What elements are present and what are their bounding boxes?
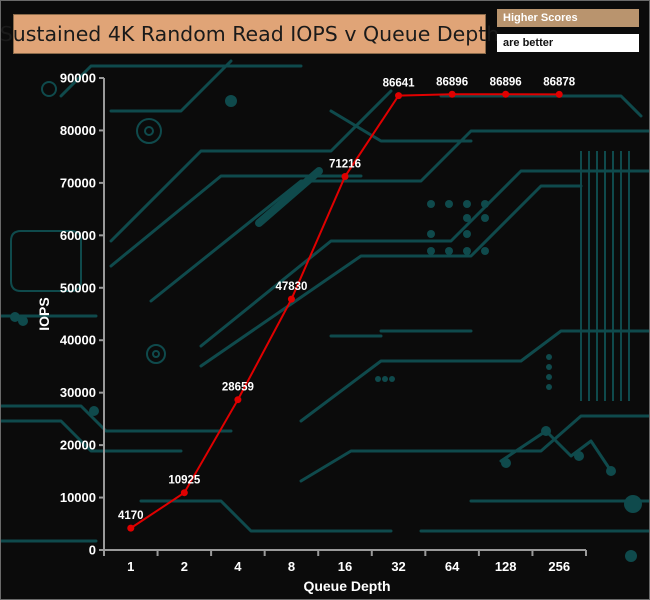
data-point (395, 92, 403, 100)
x-tick-label: 128 (495, 559, 517, 574)
data-label: 28659 (222, 382, 254, 394)
x-tick-label: 2 (181, 559, 188, 574)
data-point (127, 524, 135, 532)
x-tick-label: 4 (234, 559, 242, 574)
y-tick-label: 70000 (60, 175, 96, 190)
data-point (341, 173, 349, 181)
x-tick-label: 256 (548, 559, 570, 574)
y-tick-label: 60000 (60, 228, 96, 243)
y-tick-label: 90000 (60, 71, 96, 86)
y-axis: 0 10000 20000 30000 40000 50000 60000 70000 8000… (60, 71, 105, 558)
data-point (448, 90, 456, 98)
y-tick-label: 30000 (60, 385, 96, 400)
series-line-group (127, 90, 563, 532)
higher-scores-note: Higher Scores (497, 9, 639, 27)
x-tick-label: 16 (338, 559, 352, 574)
data-label: 71216 (329, 159, 361, 171)
x-axis: 1 2 4 8 16 32 64 128 256 (103, 549, 587, 574)
data-point (180, 489, 188, 497)
are-better-note: are better (497, 34, 639, 52)
y-tick-label: 50000 (60, 280, 96, 295)
data-point (555, 90, 563, 98)
chart-title-box: Sustained 4K Random Read IOPS v Queue De… (1, 14, 499, 54)
y-tick-label: 0 (89, 543, 96, 558)
x-axis-title: Queue Depth (303, 578, 390, 594)
data-label: 86641 (383, 78, 416, 90)
data-label: 47830 (275, 281, 307, 293)
data-label: 10925 (168, 475, 201, 487)
data-label: 86896 (490, 76, 522, 88)
x-tick-label: 1 (127, 559, 134, 574)
y-axis-title: IOPS (36, 297, 52, 330)
x-tick-label: 8 (288, 559, 295, 574)
chart-title: Sustained 4K Random Read IOPS v Queue De… (0, 22, 500, 46)
data-point (502, 90, 510, 98)
x-tick-label: 64 (445, 559, 460, 574)
data-label: 86878 (543, 76, 576, 88)
y-tick-label: 20000 (60, 438, 96, 453)
data-label: 86896 (436, 76, 468, 88)
data-point (234, 396, 242, 404)
data-label: 4170 (118, 510, 144, 522)
y-tick-label: 80000 (60, 123, 96, 138)
data-labels: 4170 10925 28659 47830 71216 86641 86896 86896 8… (118, 76, 576, 522)
x-tick-label: 32 (391, 559, 405, 574)
y-tick-label: 10000 (60, 490, 96, 505)
y-tick-label: 40000 (60, 333, 96, 348)
data-point (287, 295, 295, 303)
